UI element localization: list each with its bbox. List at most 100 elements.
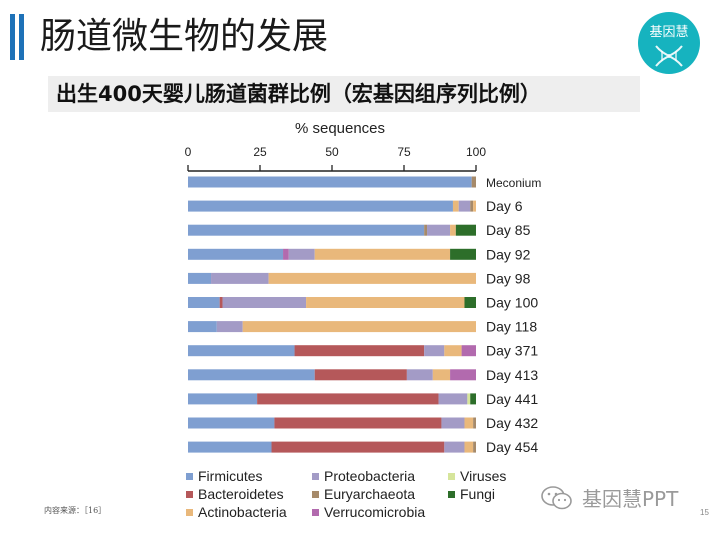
- page-title: 肠道微生物的发展: [40, 16, 329, 57]
- category-label: Day 371: [486, 343, 538, 359]
- bar-segment-euryarchaeota: [470, 200, 474, 212]
- category-label: Day 118: [486, 319, 537, 335]
- legend-label: Actinobacteria: [198, 504, 287, 520]
- bar-segment-viruses: [467, 393, 471, 405]
- source-note: 内容来源：［16］: [44, 506, 107, 515]
- category-label: Day 85: [486, 222, 531, 238]
- bar-segment-firmicutes: [188, 272, 212, 284]
- legend-label: Bacteroidetes: [198, 486, 284, 502]
- bar-segment-actinobacteria: [432, 369, 451, 381]
- title-accent-bars: [10, 14, 30, 60]
- bar-segment-euryarchaeota: [473, 441, 476, 453]
- bar-segment-verrucomicrobia: [461, 345, 476, 357]
- subtitle-background: [48, 76, 640, 112]
- bar-segment-proteobacteria: [222, 297, 307, 308]
- bar-segment-fungi: [455, 224, 476, 236]
- bar-segment-bacteroidetes: [219, 297, 223, 308]
- bar-segment-actinobacteria: [473, 200, 476, 212]
- chart-subtitle: 出生400天婴儿肠道菌群比例（宏基因组序列比例）: [56, 82, 541, 106]
- bar-segment-proteobacteria: [438, 393, 468, 405]
- bar-segment-proteobacteria: [406, 369, 433, 381]
- bar-segment-proteobacteria: [216, 321, 243, 333]
- legend-swatch: [186, 473, 193, 480]
- bar-segment-firmicutes: [188, 321, 217, 333]
- bar-segment-fungi: [450, 248, 476, 260]
- bar-segment-firmicutes: [188, 248, 284, 260]
- x-tick-label: 25: [253, 145, 267, 159]
- logo-text: 基因慧: [649, 25, 689, 40]
- category-label: Meconium: [486, 176, 541, 190]
- bar-segment-proteobacteria: [458, 200, 471, 212]
- category-label: Day 100: [486, 295, 538, 311]
- bar-segment-proteobacteria: [424, 345, 445, 357]
- bar-segment-verrucomicrobia: [283, 248, 289, 260]
- bar-segment-firmicutes: [188, 393, 258, 405]
- legend-label: Euryarchaeota: [324, 486, 415, 502]
- category-label: Day 98: [486, 270, 531, 286]
- bar-segment-actinobacteria: [268, 272, 476, 284]
- legend-swatch: [312, 491, 319, 498]
- legend-label: Proteobacteria: [324, 468, 415, 484]
- legend-swatch: [312, 473, 319, 480]
- accent-bar: [19, 14, 24, 60]
- legend-swatch: [186, 491, 193, 498]
- category-label: Day 92: [486, 246, 531, 262]
- bar-segment-actinobacteria: [450, 224, 456, 236]
- x-tick-label: 75: [397, 145, 411, 159]
- legend-swatch: [448, 491, 455, 498]
- x-axis-label: % sequences: [295, 120, 385, 137]
- brand-logo: 基因慧: [638, 12, 700, 74]
- bar-segment-proteobacteria: [288, 248, 315, 260]
- dna-icon: [655, 45, 683, 67]
- x-tick-label: 100: [466, 145, 486, 159]
- bar-segment-firmicutes: [188, 297, 220, 308]
- legend-swatch: [186, 509, 193, 516]
- legend-label: Viruses: [460, 468, 506, 484]
- legend-label: Firmicutes: [198, 468, 263, 484]
- bar-segment-proteobacteria: [211, 272, 269, 284]
- bar-segment-bacteroidetes: [314, 369, 407, 381]
- bar-segment-fungi: [464, 297, 476, 308]
- bar-segment-euryarchaeota: [471, 176, 476, 188]
- page-number: 15: [700, 508, 709, 517]
- bar-segment-proteobacteria: [441, 417, 465, 429]
- wechat-icon: [541, 486, 572, 510]
- legend-swatch: [312, 509, 319, 516]
- bar-segment-firmicutes: [188, 441, 272, 453]
- legend-label: Fungi: [460, 486, 495, 502]
- bar-segment-firmicutes: [188, 369, 315, 381]
- bar-segment-firmicutes: [188, 176, 472, 188]
- bar-segment-bacteroidetes: [271, 441, 445, 453]
- bar-segment-firmicutes: [188, 224, 425, 236]
- bar-segment-bacteroidetes: [257, 393, 439, 405]
- bar-segment-firmicutes: [188, 417, 275, 429]
- bar-segment-actinobacteria: [444, 345, 462, 357]
- bar-segment-actinobacteria: [314, 248, 451, 260]
- category-label: Day 413: [486, 367, 538, 383]
- x-tick-label: 50: [325, 145, 339, 159]
- bar-segment-actinobacteria: [464, 417, 474, 429]
- bar-segment-bacteroidetes: [294, 345, 425, 357]
- bar-segment-verrucomicrobia: [450, 369, 476, 381]
- category-label: Day 6: [486, 198, 523, 214]
- accent-bar: [10, 14, 15, 60]
- bar-segment-euryarchaeota: [424, 224, 428, 236]
- bar-segment-firmicutes: [188, 345, 295, 357]
- bar-segment-actinobacteria: [242, 321, 476, 333]
- bar-segment-euryarchaeota: [473, 417, 476, 429]
- bar-segment-actinobacteria: [306, 297, 465, 308]
- category-label: Day 441: [486, 391, 538, 407]
- legend-label: Verrucomicrobia: [324, 504, 425, 520]
- x-tick-label: 0: [185, 145, 192, 159]
- bar-segment-fungi: [470, 393, 476, 405]
- category-label: Day 432: [486, 415, 538, 431]
- bar-segment-bacteroidetes: [274, 417, 442, 429]
- bar-segment-proteobacteria: [427, 224, 451, 236]
- bar-segment-firmicutes: [188, 200, 453, 212]
- bar-segment-actinobacteria: [464, 441, 474, 453]
- watermark-text: 基因慧PPT: [582, 487, 679, 511]
- bar-segment-proteobacteria: [444, 441, 465, 453]
- bar-segment-actinobacteria: [452, 200, 459, 212]
- legend-swatch: [448, 473, 455, 480]
